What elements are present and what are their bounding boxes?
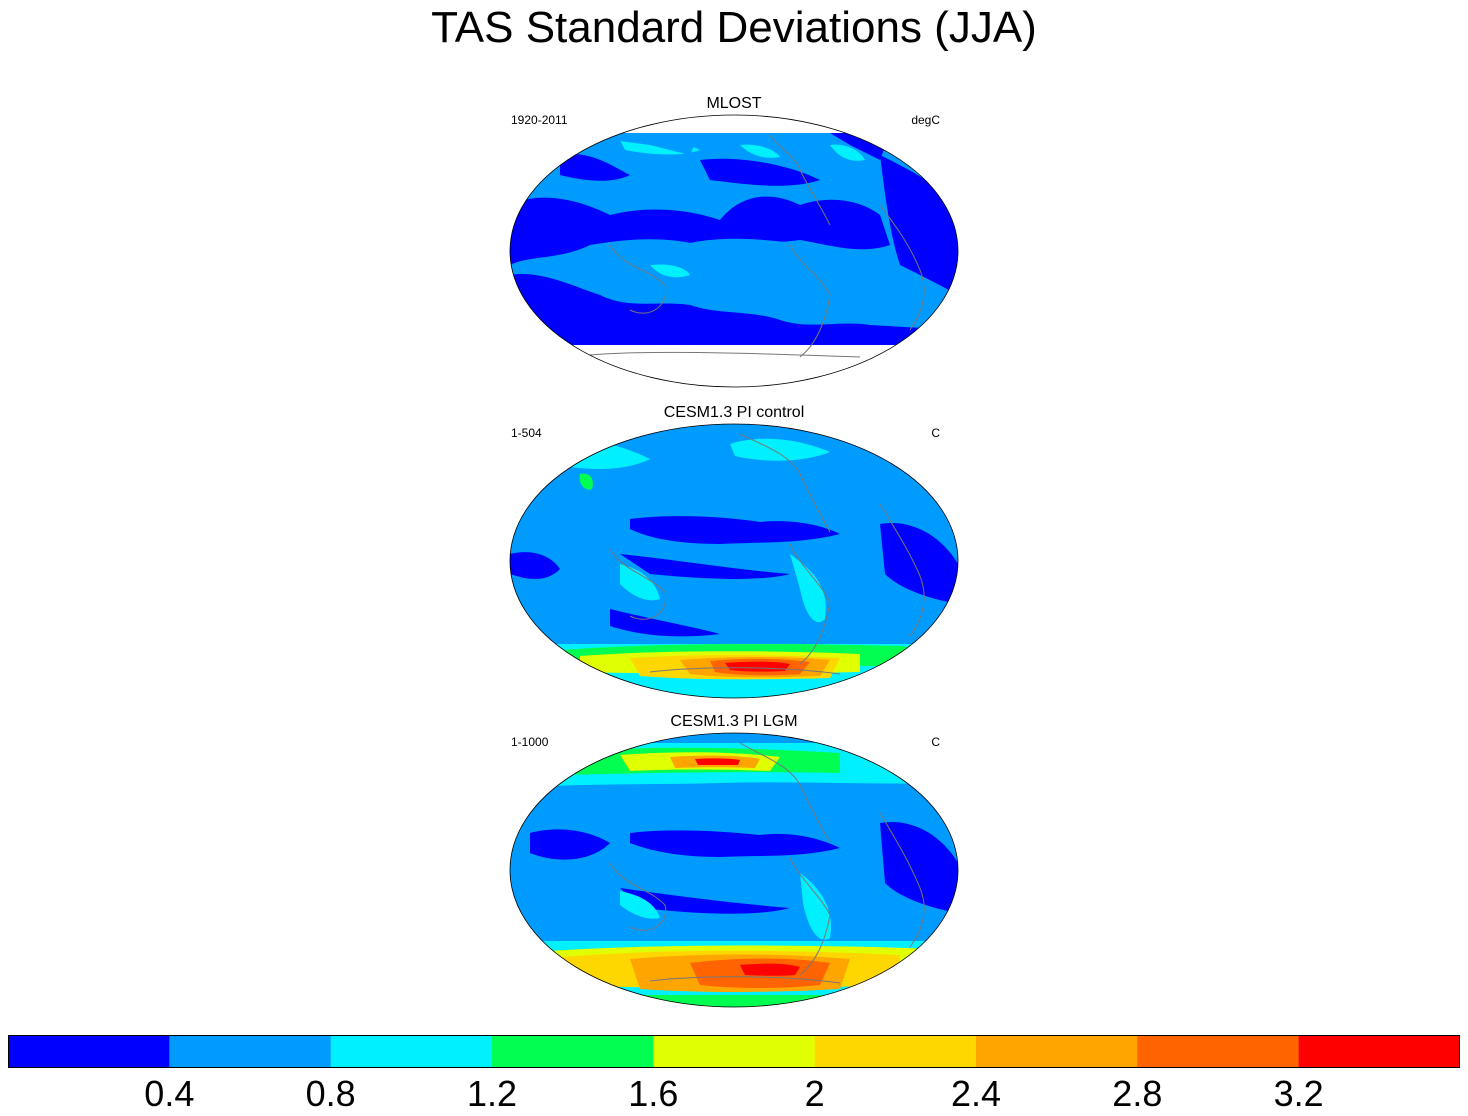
- colorbar: [8, 1035, 1460, 1068]
- panel-period: 1920-2011: [511, 113, 568, 127]
- colorbar-swatch: [169, 1035, 332, 1068]
- colorbar-tick-label: 0.4: [144, 1073, 195, 1114]
- panel-period: 1-504: [511, 426, 542, 440]
- map-panel-mlost: MLOST 1920-2011 degC: [500, 95, 968, 395]
- colorbar-swatch: [814, 1035, 977, 1068]
- panel-units: C: [931, 426, 940, 440]
- colorbar-tick-label: 3.2: [1273, 1073, 1324, 1114]
- figure-title: TAS Standard Deviations (JJA): [431, 3, 1037, 52]
- colorbar-swatch: [653, 1035, 816, 1068]
- map-mlost: [509, 114, 959, 388]
- colorbar-tick-label: 0.8: [305, 1073, 356, 1114]
- colorbar-tick-label: 1.2: [466, 1073, 518, 1114]
- map-panel-pi-control: CESM1.3 PI control 1-504 C: [500, 404, 968, 704]
- panel-period: 1-1000: [511, 735, 549, 749]
- colorbar-swatch: [492, 1035, 654, 1068]
- colorbar-tick-label: 2.8: [1112, 1073, 1163, 1114]
- panel-title: MLOST: [706, 95, 762, 112]
- map-pi-lgm: [509, 732, 959, 1008]
- colorbar-swatch: [1298, 1035, 1460, 1068]
- colorbar-swatch: [330, 1035, 493, 1068]
- colorbar-tick-label: 2.4: [950, 1073, 1002, 1114]
- colorbar-swatch: [8, 1035, 170, 1068]
- panel-units: degC: [911, 113, 940, 127]
- map-panel-pi-lgm: CESM1.3 PI LGM 1-1000 C: [500, 713, 968, 1013]
- colorbar-swatch: [1137, 1035, 1300, 1068]
- colorbar-tick-label: 2: [804, 1073, 825, 1114]
- panel-title: CESM1.3 PI LGM: [670, 713, 798, 730]
- colorbar-swatch: [976, 1035, 1138, 1068]
- panel-units: C: [931, 735, 940, 749]
- colorbar-border: [8, 1035, 1460, 1068]
- panel-title: CESM1.3 PI control: [663, 404, 805, 421]
- colorbar-tick-label: 1.6: [628, 1073, 679, 1114]
- map-pi-control: [509, 423, 959, 699]
